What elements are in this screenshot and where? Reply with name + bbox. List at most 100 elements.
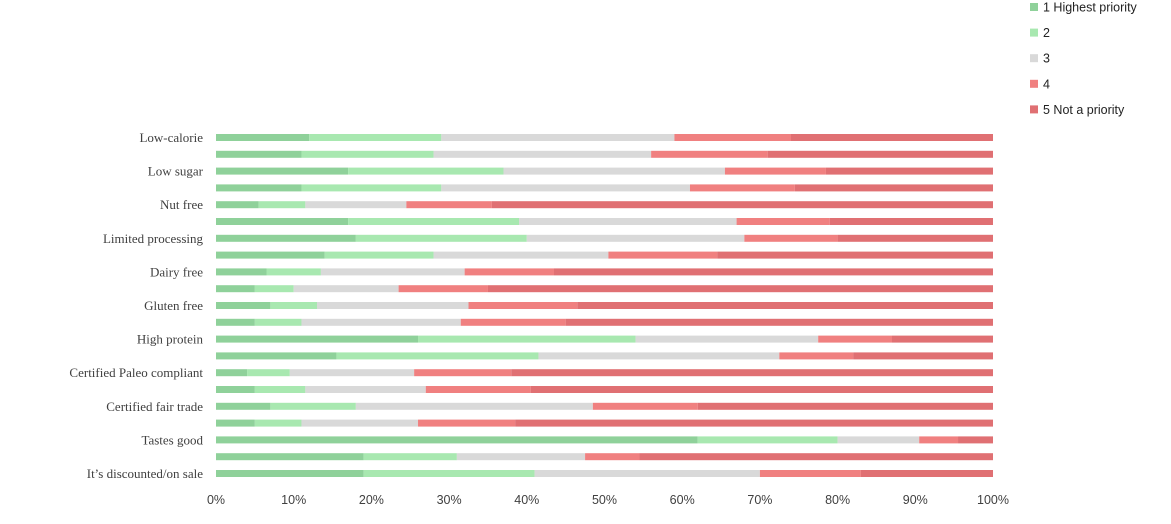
bar-segment	[355, 234, 527, 242]
x-tick-label: 50%	[592, 493, 617, 507]
bar-segment	[418, 335, 636, 343]
bar-segment	[216, 436, 698, 444]
legend-swatch	[1030, 54, 1038, 63]
x-tick-label: 40%	[514, 493, 539, 507]
bar-segment	[216, 318, 255, 326]
bar-segment	[216, 251, 325, 259]
bar-segment	[301, 184, 442, 192]
bar-segment	[270, 302, 318, 309]
legend-label: 1 Highest priority	[1043, 1, 1138, 15]
bar-segment	[254, 285, 294, 293]
bar-segment	[433, 150, 652, 158]
bar-segment	[317, 302, 469, 309]
bar-segment	[216, 218, 349, 225]
bar-segment	[503, 167, 725, 175]
x-tick-label: 0%	[207, 493, 225, 507]
bar-segment	[794, 184, 993, 192]
bar-segment	[266, 268, 321, 276]
bar-segment	[301, 150, 434, 158]
bar-segment	[254, 419, 302, 427]
bar-segment	[534, 470, 760, 477]
bar-segment	[530, 386, 993, 393]
bar-segment	[491, 201, 993, 209]
x-tick-label: 100%	[977, 493, 1009, 507]
bar-segment	[216, 386, 255, 393]
bar-segment	[958, 436, 993, 444]
x-tick-label: 20%	[359, 493, 384, 507]
x-axis-ticks: 0% 10% 20% 30% 40% 50% 60% 70% 80% 90% 100%	[207, 493, 1009, 507]
category-label: Nut free	[160, 197, 203, 212]
bar-segment	[270, 402, 356, 410]
bar-segment	[309, 134, 442, 141]
bar-segment	[790, 134, 993, 141]
bar-segment	[216, 369, 248, 377]
bar-segment	[511, 369, 993, 377]
bar-segment	[216, 352, 337, 360]
category-label: It’s discounted/on sale	[87, 466, 203, 481]
bar-segment	[456, 453, 586, 461]
bar-segment	[717, 251, 993, 259]
bar-segment	[216, 335, 419, 343]
category-labels: Low-calorie Low sugar Nut free Limited proc…	[69, 130, 203, 481]
bar-segment	[363, 453, 457, 461]
bar-segment	[779, 352, 854, 360]
bar-segment	[216, 150, 302, 158]
bar-segment	[767, 150, 993, 158]
bar-segment	[689, 184, 795, 192]
bar-segment	[216, 201, 259, 209]
x-tick-label: 90%	[903, 493, 928, 507]
bar-segment	[293, 285, 399, 293]
bar-segment	[837, 234, 993, 242]
bar-segment	[891, 335, 993, 343]
bars-group	[216, 134, 993, 477]
bar-segment	[254, 318, 302, 326]
bar-segment	[759, 470, 861, 477]
bar-segment	[538, 352, 780, 360]
bar-segment	[216, 167, 349, 175]
category-label: Gluten free	[144, 298, 203, 313]
bar-segment	[433, 251, 609, 259]
bar-segment	[320, 268, 465, 276]
bar-segment	[608, 251, 718, 259]
bar-segment	[414, 369, 512, 377]
legend: 1 Highest priority 2 3 4 5 Not a priority	[1030, 1, 1138, 117]
x-tick-label: 80%	[825, 493, 850, 507]
bar-segment	[468, 302, 578, 309]
bar-segment	[860, 470, 993, 477]
bar-segment	[829, 218, 993, 225]
bar-segment	[216, 184, 302, 192]
bar-segment	[837, 436, 920, 444]
legend-swatch	[1030, 105, 1038, 114]
bar-segment	[919, 436, 959, 444]
bar-segment	[818, 335, 892, 343]
bar-segment	[592, 402, 698, 410]
bar-segment	[289, 369, 415, 377]
bar-segment	[336, 352, 539, 360]
bar-segment	[724, 167, 826, 175]
bar-segment	[577, 302, 993, 309]
legend-swatch	[1030, 28, 1038, 37]
bar-segment	[301, 419, 419, 427]
bar-segment	[554, 268, 993, 276]
bar-segment	[464, 268, 554, 276]
category-label: Certified fair trade	[106, 399, 203, 414]
category-label: Low sugar	[148, 164, 204, 179]
bar-segment	[216, 268, 267, 276]
bar-segment	[258, 201, 306, 209]
x-tick-label: 70%	[747, 493, 772, 507]
bar-segment	[697, 436, 838, 444]
bar-segment	[216, 453, 364, 461]
x-tick-label: 60%	[670, 493, 695, 507]
bar-segment	[519, 218, 737, 225]
bar-segment	[487, 285, 993, 293]
bar-segment	[216, 470, 364, 477]
bar-segment	[216, 302, 271, 309]
bar-segment	[441, 184, 690, 192]
legend-swatch	[1030, 79, 1038, 88]
bar-segment	[853, 352, 993, 360]
category-label: Dairy free	[150, 264, 203, 279]
bar-segment	[348, 218, 520, 225]
bar-segment	[324, 251, 434, 259]
bar-segment	[565, 318, 993, 326]
bar-segment	[301, 318, 461, 326]
